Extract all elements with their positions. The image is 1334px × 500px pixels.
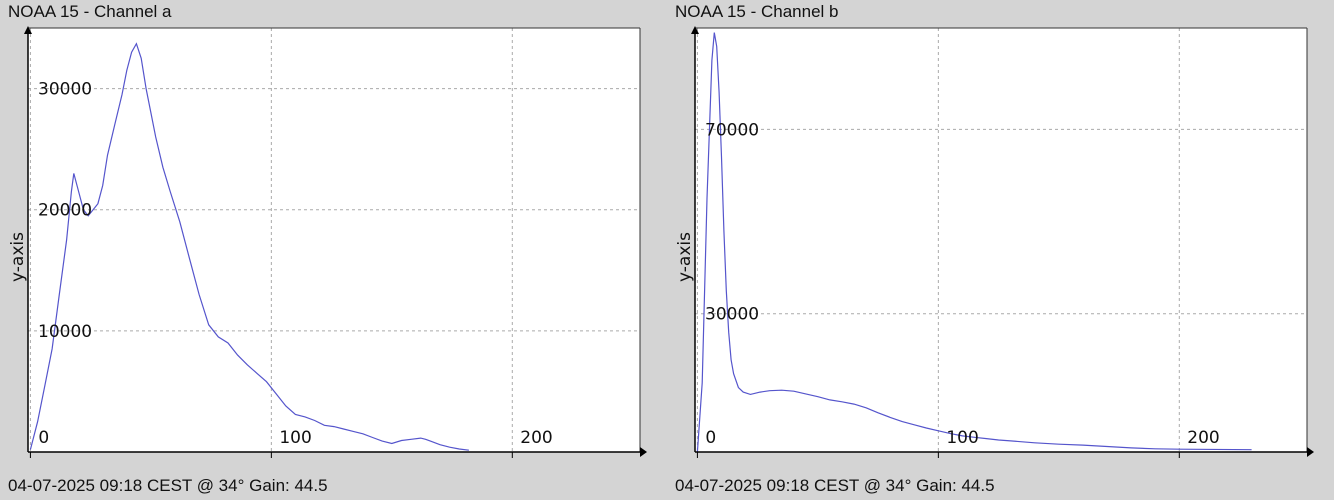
- plot-area: 0 100 200 10000 20000 30000: [24, 26, 647, 458]
- x-tick-label: 0: [38, 428, 49, 448]
- chart-title: NOAA 15 - Channel a: [8, 2, 172, 21]
- chart-title: NOAA 15 - Channel b: [675, 2, 839, 21]
- x-tick-label: 100: [946, 428, 978, 448]
- chart-footer: 04-07-2025 09:18 CEST @ 34° Gain: 44.5: [8, 476, 328, 495]
- series-line: [29, 42, 469, 451]
- y-tick-label: 30000: [38, 80, 92, 100]
- y-tick-label: 10000: [38, 322, 92, 342]
- y-axis-arrow: [691, 26, 699, 34]
- y-axis-label: y-axis: [675, 232, 695, 282]
- x-tick-label: 200: [520, 428, 552, 448]
- plot-background: [695, 28, 1307, 452]
- plot-area: 0 100 200 30000 70000: [691, 26, 1314, 458]
- plot-background: [28, 28, 640, 452]
- chart-panel-b: NOAA 15 - Channel b 0 100 200 30000 70000 y-…: [667, 0, 1334, 500]
- x-axis-arrow: [640, 447, 647, 457]
- x-tick-label: 0: [705, 428, 716, 448]
- x-tick-label: 200: [1187, 428, 1219, 448]
- x-tick-label: 100: [279, 428, 311, 448]
- series-line: [696, 32, 1252, 453]
- y-tick-label: 20000: [38, 201, 92, 221]
- y-axis-label: y-axis: [8, 232, 28, 282]
- y-tick-label: 30000: [705, 305, 759, 325]
- y-tick-label: 70000: [705, 120, 759, 140]
- chart-panel-a: NOAA 15 - Channel a 0 100 200 10000 20000 300…: [8, 2, 647, 495]
- chart-footer: 04-07-2025 09:18 CEST @ 34° Gain: 44.5: [675, 476, 995, 495]
- x-axis-arrow: [1307, 447, 1314, 457]
- y-axis-arrow: [24, 26, 32, 34]
